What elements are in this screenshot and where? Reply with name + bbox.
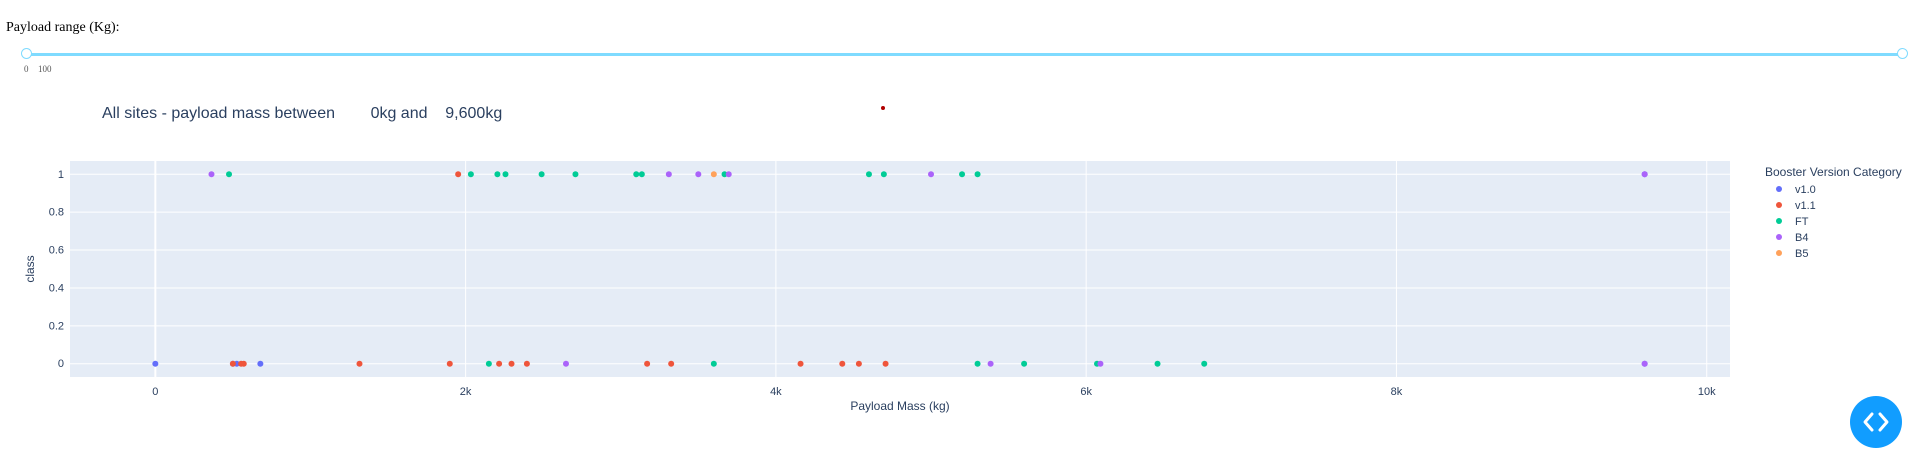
- data-point: [865, 171, 872, 178]
- data-point: [797, 360, 804, 367]
- data-point: [882, 360, 889, 367]
- x-tick-label: 2k: [460, 386, 472, 398]
- legend-entry: FT: [1795, 216, 1809, 228]
- legend-marker: [1776, 234, 1782, 240]
- data-point: [710, 171, 717, 178]
- data-point: [257, 360, 264, 367]
- data-point: [240, 360, 247, 367]
- x-tick-label: 8k: [1391, 386, 1403, 398]
- data-point: [987, 360, 994, 367]
- y-tick-label: 0.2: [49, 320, 64, 332]
- data-point: [668, 360, 675, 367]
- data-point: [710, 360, 717, 367]
- slider-tick-label: 100: [38, 64, 52, 74]
- data-point: [229, 360, 236, 367]
- data-point: [496, 360, 503, 367]
- x-tick-label: 6k: [1080, 386, 1092, 398]
- slider-min-handle[interactable]: [21, 48, 32, 59]
- legend-title: Booster Version Category: [1765, 165, 1902, 179]
- data-point: [880, 171, 887, 178]
- y-tick-label: 0.8: [49, 207, 64, 219]
- data-point: [695, 171, 702, 178]
- data-point: [1097, 360, 1104, 367]
- legend-marker: [1776, 202, 1782, 208]
- data-point: [572, 171, 579, 178]
- data-point: [638, 171, 645, 178]
- data-point: [1641, 360, 1648, 367]
- data-point: [974, 171, 981, 178]
- data-point: [928, 171, 935, 178]
- data-point: [725, 171, 732, 178]
- data-point: [1154, 360, 1161, 367]
- data-point: [959, 171, 966, 178]
- payload-range-label: Payload range (Kg):: [6, 20, 120, 35]
- data-point: [502, 171, 509, 178]
- slider-max-handle[interactable]: [1897, 48, 1908, 59]
- code-icon: [1863, 412, 1889, 432]
- data-point: [152, 360, 159, 367]
- data-point: [633, 171, 640, 178]
- data-point: [562, 360, 569, 367]
- legend-marker: [1776, 250, 1782, 256]
- data-point: [538, 171, 545, 178]
- data-point: [1641, 171, 1648, 178]
- chart-title: All sites - payload mass between 0kg and…: [102, 105, 503, 122]
- data-point: [508, 360, 515, 367]
- plot-area: [70, 161, 1730, 377]
- data-point: [356, 360, 363, 367]
- legend-entry: v1.1: [1795, 200, 1816, 212]
- y-tick-label: 0.4: [49, 282, 64, 294]
- x-axis-label: Payload Mass (kg): [850, 399, 949, 413]
- legend-entry: B5: [1795, 248, 1808, 260]
- data-point: [665, 171, 672, 178]
- x-tick-label: 4k: [770, 386, 782, 398]
- data-point: [974, 360, 981, 367]
- legend-entry: v1.0: [1795, 184, 1816, 196]
- slider-tick-label: 0: [24, 64, 29, 74]
- code-toggle-button[interactable]: [1850, 396, 1902, 448]
- data-point: [208, 171, 215, 178]
- data-point: [839, 360, 846, 367]
- legend-entry: B4: [1795, 232, 1808, 244]
- legend-marker: [1776, 218, 1782, 224]
- x-tick-label: 10k: [1698, 386, 1716, 398]
- data-point: [226, 171, 233, 178]
- data-point: [1201, 360, 1208, 367]
- y-axis-label: class: [23, 255, 37, 282]
- data-point: [455, 171, 462, 178]
- data-point: [494, 171, 501, 178]
- data-point: [467, 171, 474, 178]
- data-point: [644, 360, 651, 367]
- data-point: [1021, 360, 1028, 367]
- data-point: [855, 360, 862, 367]
- y-tick-label: 1: [58, 169, 64, 181]
- data-point: [721, 171, 728, 178]
- y-tick-label: 0.6: [49, 245, 64, 257]
- payload-range-slider-track[interactable]: [26, 53, 1902, 56]
- legend-marker: [1776, 186, 1782, 192]
- data-point: [485, 360, 492, 367]
- x-tick-label: 0: [152, 386, 158, 398]
- data-point: [523, 360, 530, 367]
- data-point: [446, 360, 453, 367]
- stray-marker: [881, 106, 885, 110]
- y-tick-label: 0: [58, 358, 64, 370]
